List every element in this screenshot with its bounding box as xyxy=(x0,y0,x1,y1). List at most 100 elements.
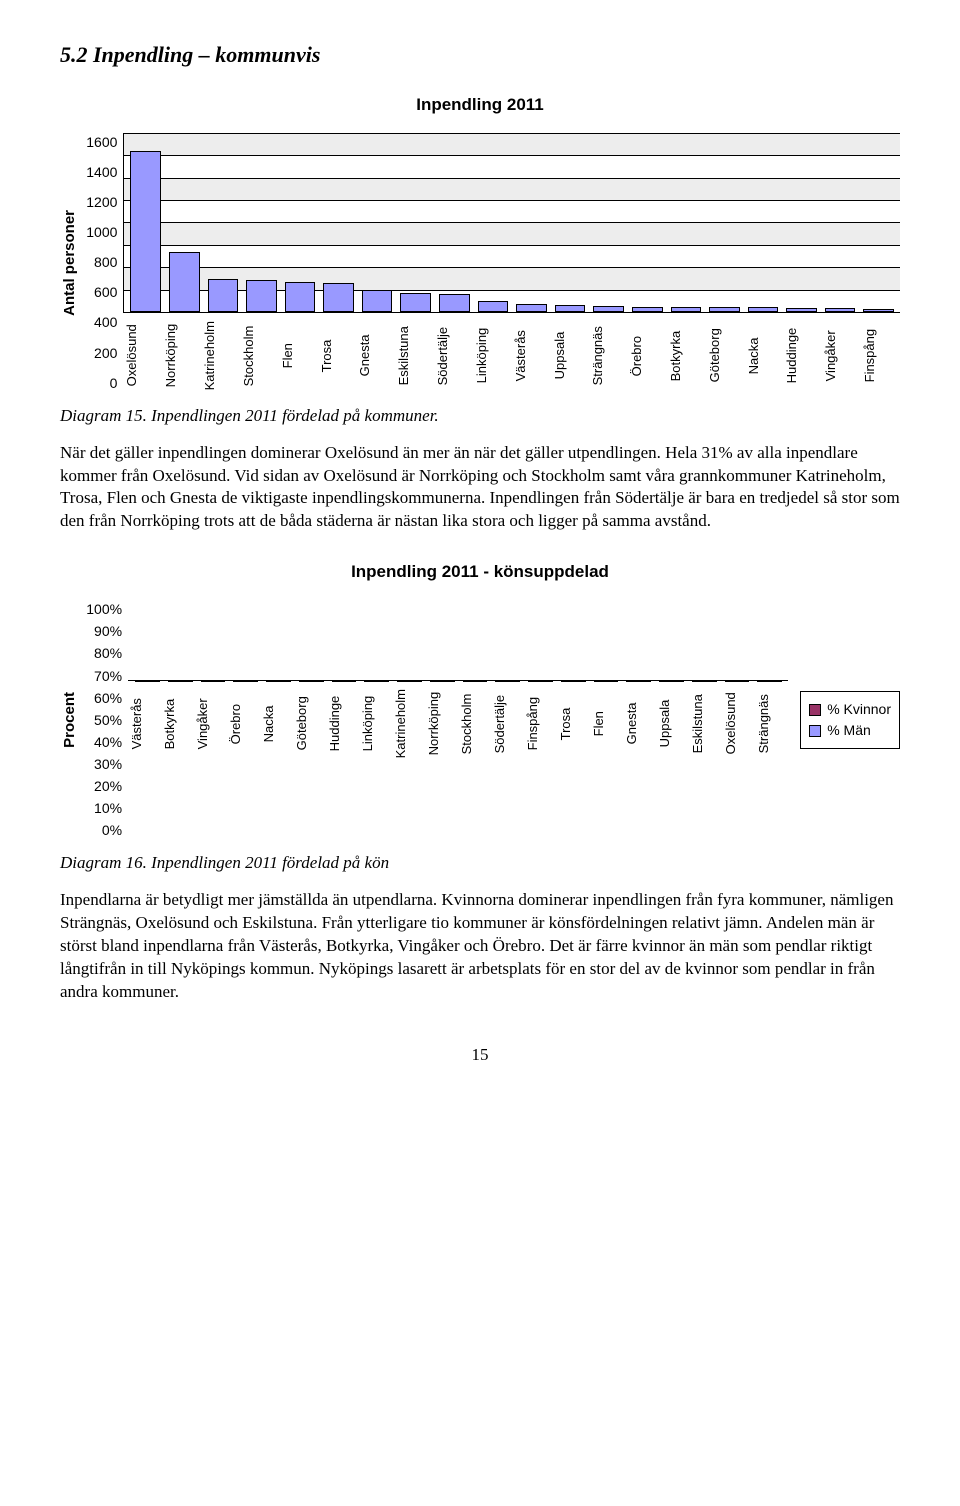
chart2-bar xyxy=(528,680,553,682)
chart1-y-label: Antal personer xyxy=(60,210,80,316)
chart2-x-label: Stockholm xyxy=(458,687,491,760)
chart2-bar xyxy=(757,680,782,682)
paragraph-1: När det gäller inpendlingen dominerar Ox… xyxy=(60,442,900,534)
chart2-y-tick: 70% xyxy=(94,667,122,686)
chart1-x-label: Katrineholm xyxy=(201,319,240,392)
chart1-x-label: Gnesta xyxy=(356,319,395,392)
chart2-seg-kvinnor xyxy=(365,681,388,682)
chart1-x-label: Stockholm xyxy=(240,319,279,392)
chart2-x-label: Västerås xyxy=(128,687,161,760)
chart2-x-axis: VästeråsBotkyrkaVingåkerÖrebroNackaGöteb… xyxy=(128,687,788,760)
chart1-bar xyxy=(208,279,239,313)
legend-label: % Kvinnor xyxy=(827,700,891,719)
chart2-x-label: Vingåker xyxy=(194,687,227,760)
chart1-y-tick: 400 xyxy=(94,313,117,332)
chart2-y-tick: 30% xyxy=(94,755,122,774)
chart2-y-tick: 40% xyxy=(94,733,122,752)
chart2-seg-kvinnor xyxy=(496,681,519,682)
chart1-x-label: Göteborg xyxy=(706,319,745,392)
chart1-bar xyxy=(130,151,161,313)
chart1-bar xyxy=(516,304,547,312)
chart2-seg-kvinnor xyxy=(234,681,257,682)
chart1-x-label: Norrköping xyxy=(162,319,201,392)
chart2-x-label: Flen xyxy=(590,687,623,760)
chart2-y-tick: 100% xyxy=(86,600,122,619)
chart1-bar xyxy=(439,294,470,312)
chart2-x-label: Oxelösund xyxy=(722,687,755,760)
chart2-bar xyxy=(397,680,422,682)
chart2-seg-kvinnor xyxy=(169,681,192,682)
chart2-x-label: Gnesta xyxy=(623,687,656,760)
chart1-x-label: Vingåker xyxy=(822,319,861,392)
chart1-x-label: Västerås xyxy=(512,319,551,392)
chart2-bar xyxy=(692,680,717,682)
chart2-y-tick: 90% xyxy=(94,622,122,641)
chart2-x-label: Strängnäs xyxy=(755,687,788,760)
legend-swatch xyxy=(809,725,821,737)
chart2-seg-kvinnor xyxy=(431,681,454,682)
chart1-plot xyxy=(123,133,900,314)
chart1-x-label: Finspång xyxy=(861,319,900,392)
chart2-bar xyxy=(233,680,258,682)
chart1-y-tick: 1000 xyxy=(86,223,117,242)
chart1-x-label: Linköping xyxy=(473,319,512,392)
chart2-x-label: Linköping xyxy=(359,687,392,760)
chart1-y-tick: 800 xyxy=(94,253,117,272)
chart2-x-label: Örebro xyxy=(227,687,260,760)
chart2-bar xyxy=(561,680,586,682)
chart1-bar xyxy=(671,307,702,313)
chart2-seg-kvinnor xyxy=(136,681,159,682)
chart1-bar xyxy=(748,307,779,312)
chart1-x-label: Strängnäs xyxy=(589,319,628,392)
chart2-y-tick: 80% xyxy=(94,644,122,663)
chart1-y-tick: 1400 xyxy=(86,163,117,182)
chart1-bar xyxy=(555,305,586,312)
chart2-seg-kvinnor xyxy=(300,681,323,682)
chart2-bar xyxy=(266,680,291,682)
chart2-seg-kvinnor xyxy=(627,681,650,682)
chart1-bar xyxy=(632,307,663,313)
chart2-y-tick: 20% xyxy=(94,777,122,796)
chart1-x-label: Nacka xyxy=(745,319,784,392)
chart2-y-axis: 100%90%80%70%60%50%40%30%20%10%0% xyxy=(86,600,128,840)
chart1-bar xyxy=(863,309,894,312)
chart1-x-label: Eskilstuna xyxy=(395,319,434,392)
chart2-bar xyxy=(430,680,455,682)
chart2-x-label: Finspång xyxy=(524,687,557,760)
chart1-x-label: Örebro xyxy=(628,319,667,392)
chart1-bar xyxy=(323,283,354,312)
chart1-y-tick: 200 xyxy=(94,344,117,363)
chart1-y-tick: 600 xyxy=(94,283,117,302)
chart2-x-label: Katrineholm xyxy=(392,687,425,760)
chart1-y-tick: 1200 xyxy=(86,193,117,212)
chart2-x-label: Göteborg xyxy=(293,687,326,760)
chart1-bar xyxy=(285,282,316,312)
chart1-bar xyxy=(825,308,856,312)
chart1-bar xyxy=(709,307,740,312)
chart2-bar xyxy=(626,680,651,682)
chart1-y-tick: 0 xyxy=(110,374,118,393)
chart1-bar xyxy=(400,293,431,312)
legend-item: % Män xyxy=(809,721,891,740)
chart2-plot xyxy=(128,680,788,681)
legend-item: % Kvinnor xyxy=(809,700,891,719)
chart2-bar xyxy=(364,680,389,682)
chart2-x-label: Norrköping xyxy=(425,687,458,760)
chart2-bar xyxy=(332,680,357,682)
chart1-bar xyxy=(593,306,624,312)
section-heading: 5.2 Inpendling – kommunvis xyxy=(60,40,900,70)
chart2-bar xyxy=(463,680,488,682)
chart2-bar xyxy=(299,680,324,682)
chart1-bar xyxy=(362,290,393,312)
chart2-bar xyxy=(725,680,750,682)
chart2-seg-kvinnor xyxy=(660,681,683,682)
chart2-bar xyxy=(201,680,226,682)
chart1-y-axis: 16001400120010008006004002000 xyxy=(86,133,123,393)
chart1-x-axis: OxelösundNorrköpingKatrineholmStockholmF… xyxy=(123,319,900,392)
chart1-title: Inpendling 2011 xyxy=(60,94,900,117)
chart1-x-label: Huddinge xyxy=(783,319,822,392)
chart2-x-label: Trosa xyxy=(557,687,590,760)
legend-swatch xyxy=(809,704,821,716)
chart2-y-tick: 60% xyxy=(94,689,122,708)
chart1-x-label: Trosa xyxy=(318,319,357,392)
